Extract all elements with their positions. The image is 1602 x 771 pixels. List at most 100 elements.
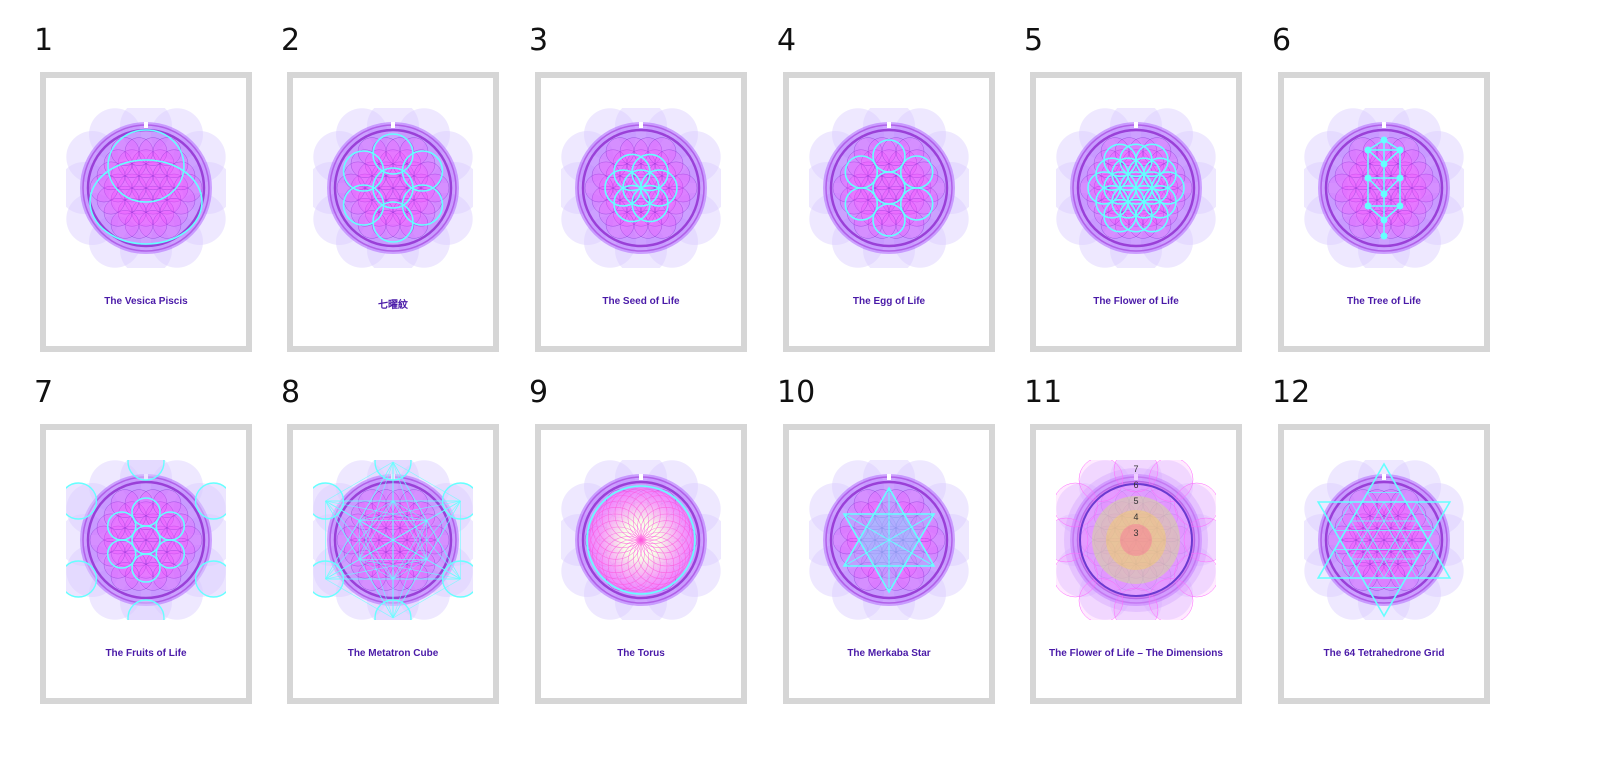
mandala-illustration (561, 108, 721, 268)
dimension-label: 3 (1133, 528, 1138, 538)
card-number: 5 (1024, 23, 1044, 58)
card-title: The Metatron Cube (347, 648, 439, 659)
card-title: The Egg of Life (852, 296, 926, 307)
card-frame[interactable]: The Metatron Cube (287, 424, 499, 704)
card-cell: 11 7 6 5 4 3 The Flower of Life – The Dimensio… (1024, 376, 1265, 718)
card-cell: 7 The Fruits of Life (34, 376, 275, 718)
card-number: 4 (777, 23, 797, 58)
card-title: The Seed of Life (602, 296, 680, 307)
ring (1076, 128, 1196, 248)
mandala-illustration (809, 108, 969, 268)
ring (1324, 480, 1444, 600)
ring (829, 480, 949, 600)
mandala-illustration (313, 108, 473, 268)
card-title: The Fruits of Life (105, 648, 187, 659)
tree-node (1396, 174, 1404, 182)
card-number: 9 (529, 375, 549, 410)
ring (581, 480, 701, 600)
ring (581, 128, 701, 248)
tree-node (1396, 202, 1404, 210)
ring-notch (639, 122, 643, 128)
card-frame[interactable]: The Egg of Life (783, 72, 995, 352)
tree-node (1364, 202, 1372, 210)
tree-node (1380, 190, 1388, 198)
mandala-illustration (1056, 108, 1216, 268)
ring-notch (391, 122, 395, 128)
tree-node (1380, 160, 1388, 168)
card-number: 8 (281, 375, 301, 410)
mandala-illustration: 7 6 5 4 3 (1056, 460, 1216, 620)
mandala-illustration (313, 460, 473, 620)
flower-pattern (89, 489, 203, 591)
ring-notch (639, 474, 643, 480)
card-title: The Flower of Life – The Dimensions (1049, 648, 1223, 659)
card-frame[interactable]: The Flower of Life (1030, 72, 1242, 352)
card-cell: 2 七曜紋 (281, 24, 522, 366)
card-number: 11 (1024, 375, 1063, 410)
ring (333, 128, 453, 248)
card-frame[interactable]: 七曜紋 (287, 72, 499, 352)
card-title: The 64 Tetrahedrone Grid (1323, 648, 1445, 659)
card-number: 10 (777, 375, 816, 410)
card-cell: 8 The Metatron Cube (281, 376, 522, 718)
flower-pattern (1327, 137, 1441, 239)
card-frame[interactable]: The Tree of Life (1278, 72, 1490, 352)
card-number: 3 (529, 23, 549, 58)
flower-pattern (1079, 489, 1193, 591)
flower-pattern (89, 137, 203, 239)
card-frame[interactable]: The Fruits of Life (40, 424, 252, 704)
ring-notch (1382, 474, 1386, 480)
ring-notch (887, 122, 891, 128)
card-cell: 10 The Merkaba Star (777, 376, 1018, 718)
card-cell: 4 The Egg of Life (777, 24, 1018, 366)
ring (1076, 480, 1196, 600)
tree-node (1364, 174, 1372, 182)
mandala-illustration (809, 460, 969, 620)
tree-node (1364, 146, 1372, 154)
card-number: 7 (34, 375, 54, 410)
tree-node (1380, 232, 1388, 240)
tree-node (1396, 146, 1404, 154)
card-frame[interactable]: The Seed of Life (535, 72, 747, 352)
ring-notch (1134, 122, 1138, 128)
card-number: 2 (281, 23, 301, 58)
card-frame[interactable]: The Torus (535, 424, 747, 704)
card-title: The Vesica Piscis (104, 296, 188, 307)
card-number: 6 (1272, 23, 1292, 58)
tree-node (1380, 216, 1388, 224)
card-cell: 12 The 64 Tetrahedrone Grid (1272, 376, 1513, 718)
mandala-illustration (1304, 108, 1464, 268)
dimension-label: 4 (1133, 512, 1138, 522)
card-title: The Flower of Life (1093, 296, 1179, 307)
mandala-illustration (1304, 460, 1464, 620)
card-number: 12 (1272, 375, 1311, 410)
dimension-label: 6 (1133, 480, 1138, 490)
card-title: The Tree of Life (1347, 296, 1421, 307)
card-cell: 5 The Flower of Life (1024, 24, 1265, 366)
card-title: 七曜紋 (378, 300, 408, 311)
mandala-illustration (66, 460, 226, 620)
ring-notch (1382, 122, 1386, 128)
card-cell: 6 The Tree of Life (1272, 24, 1513, 366)
card-title: The Merkaba Star (847, 648, 931, 659)
ring-notch (144, 122, 148, 128)
dimension-label: 5 (1133, 496, 1138, 506)
card-title: The Torus (617, 648, 665, 659)
ring (1324, 128, 1444, 248)
tree-node (1380, 136, 1388, 144)
card-frame[interactable]: The Vesica Piscis (40, 72, 252, 352)
card-frame[interactable]: The Merkaba Star (783, 424, 995, 704)
card-frame[interactable]: The 64 Tetrahedrone Grid (1278, 424, 1490, 704)
ring (86, 480, 206, 600)
ring-notch (1134, 474, 1138, 480)
ring-notch (887, 474, 891, 480)
card-cell: 3 The Seed of Life (529, 24, 770, 366)
mandala-illustration (66, 108, 226, 268)
card-cell: 9 The Torus (529, 376, 770, 718)
mandala-illustration (561, 460, 721, 620)
dimension-label: 7 (1133, 464, 1138, 474)
ring (829, 128, 949, 248)
card-cell: 1 The Vesica Piscis (34, 24, 275, 366)
card-frame[interactable]: 7 6 5 4 3 The Flower of Life – The Dimensions (1030, 424, 1242, 704)
card-number: 1 (34, 23, 54, 58)
